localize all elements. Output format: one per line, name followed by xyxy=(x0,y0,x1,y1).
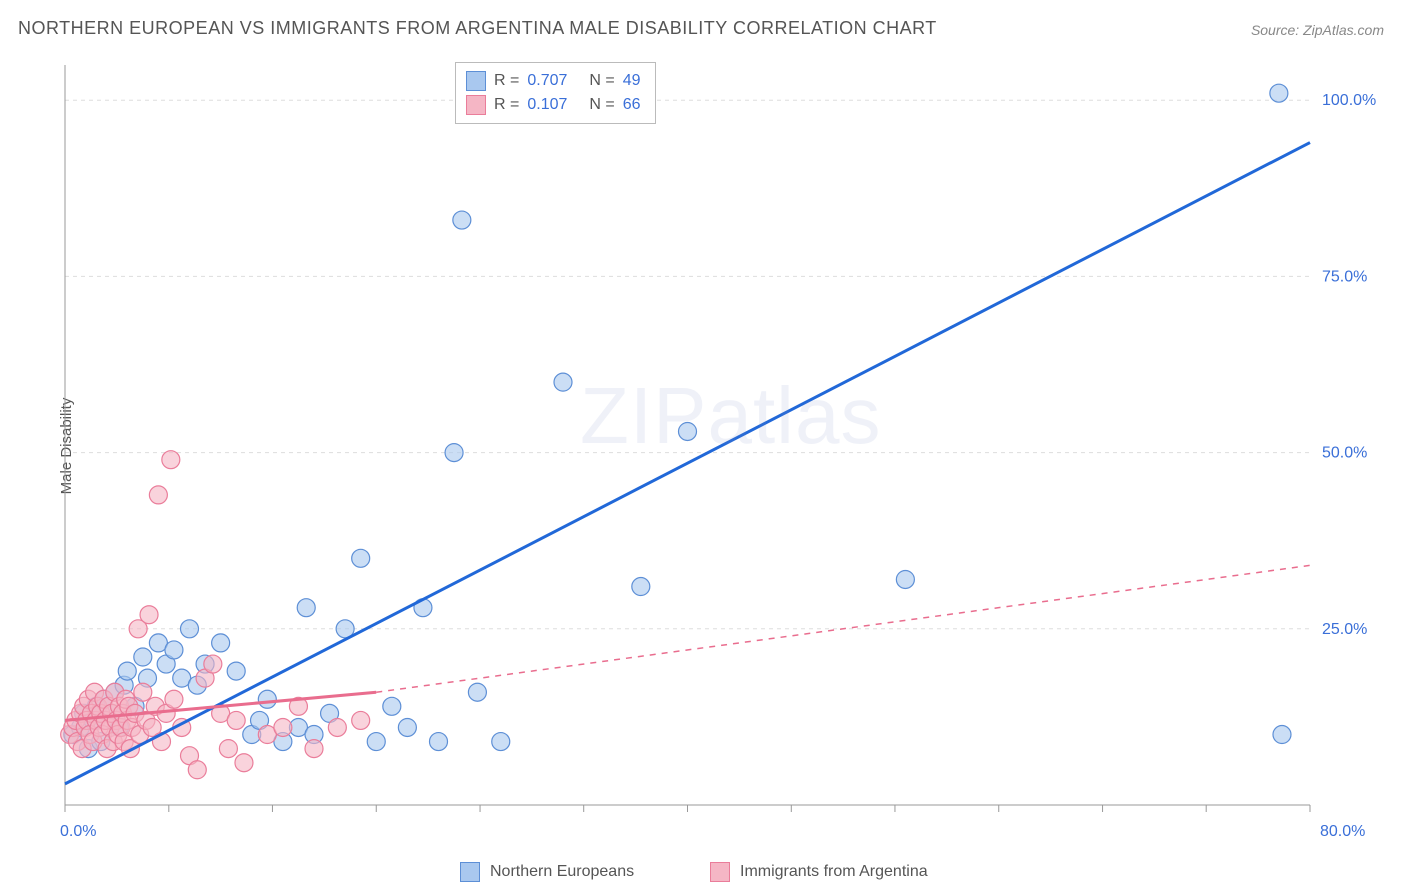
scatter-plot: 25.0% 50.0% 75.0% 100.0% xyxy=(60,55,1380,845)
data-point xyxy=(445,444,463,462)
data-point xyxy=(367,733,385,751)
legend-r-value: 0.707 xyxy=(527,72,567,90)
data-point xyxy=(305,740,323,758)
data-point xyxy=(554,373,572,391)
data-point xyxy=(165,641,183,659)
data-point xyxy=(632,578,650,596)
data-point xyxy=(383,697,401,715)
data-point xyxy=(352,549,370,567)
legend-swatch xyxy=(460,862,480,882)
data-point xyxy=(235,754,253,772)
data-point xyxy=(149,486,167,504)
data-point xyxy=(468,683,486,701)
y-tick-label: 25.0% xyxy=(1322,621,1367,638)
data-point xyxy=(188,761,206,779)
series-legend-label: Immigrants from Argentina xyxy=(740,863,928,881)
data-point xyxy=(274,718,292,736)
data-point xyxy=(140,606,158,624)
data-point xyxy=(204,655,222,673)
legend-r-label: R = xyxy=(494,72,519,90)
series-legend-label: Northern Europeans xyxy=(490,863,634,881)
series-legend-item: Northern Europeans xyxy=(460,862,634,882)
legend-swatch xyxy=(710,862,730,882)
data-point xyxy=(328,718,346,736)
legend-r-label: R = xyxy=(494,96,519,114)
data-point xyxy=(398,718,416,736)
chart-title: NORTHERN EUROPEAN VS IMMIGRANTS FROM ARG… xyxy=(18,18,937,39)
data-point xyxy=(134,648,152,666)
correlation-legend: R = 0.707 N = 49 R = 0.107 N = 66 xyxy=(455,62,656,124)
data-point xyxy=(258,690,276,708)
data-point xyxy=(118,662,136,680)
legend-n-label: N = xyxy=(589,96,614,114)
data-point xyxy=(181,620,199,638)
data-point xyxy=(453,211,471,229)
data-point xyxy=(430,733,448,751)
legend-row: R = 0.107 N = 66 xyxy=(466,93,641,117)
data-point xyxy=(212,634,230,652)
data-point xyxy=(227,711,245,729)
data-point xyxy=(134,683,152,701)
legend-n-value: 49 xyxy=(623,72,641,90)
data-point xyxy=(352,711,370,729)
data-point xyxy=(227,662,245,680)
data-point xyxy=(1270,84,1288,102)
legend-swatch xyxy=(466,71,486,91)
trend-line xyxy=(65,143,1310,784)
data-point xyxy=(492,733,510,751)
data-point xyxy=(162,451,180,469)
source-attribution: Source: ZipAtlas.com xyxy=(1251,22,1384,38)
data-point xyxy=(297,599,315,617)
x-axis-max-label: 80.0% xyxy=(1320,823,1365,841)
data-point xyxy=(165,690,183,708)
data-point xyxy=(679,422,697,440)
x-axis-min-label: 0.0% xyxy=(60,823,96,841)
legend-row: R = 0.707 N = 49 xyxy=(466,69,641,93)
legend-n-value: 66 xyxy=(623,96,641,114)
y-tick-label: 100.0% xyxy=(1322,92,1376,109)
legend-n-label: N = xyxy=(589,72,614,90)
y-tick-label: 50.0% xyxy=(1322,445,1367,462)
legend-swatch xyxy=(466,95,486,115)
y-tick-label: 75.0% xyxy=(1322,268,1367,285)
legend-r-value: 0.107 xyxy=(527,96,567,114)
data-point xyxy=(219,740,237,758)
data-point xyxy=(1273,726,1291,744)
series-legend-item: Immigrants from Argentina xyxy=(710,862,928,882)
data-point xyxy=(896,570,914,588)
